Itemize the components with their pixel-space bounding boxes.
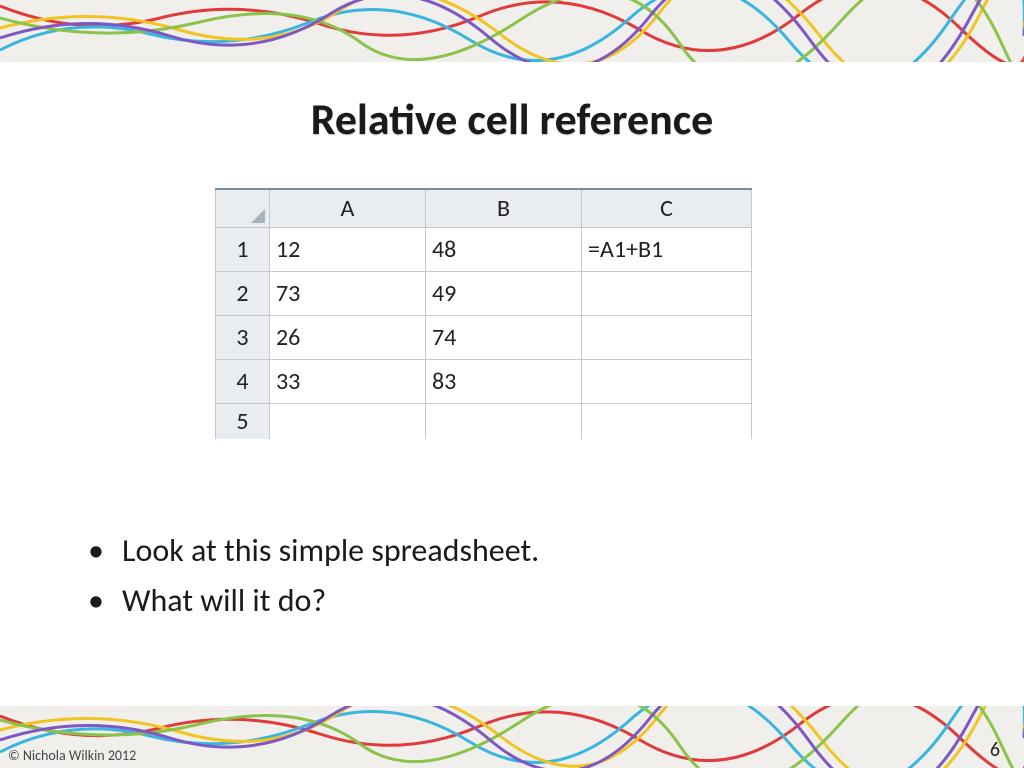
cell-c3 [582,315,752,359]
cell-a5 [270,403,426,439]
cell-c2 [582,271,752,315]
bullet-list: Look at this simple spreadsheet. What wi… [88,526,928,625]
row-header-2: 2 [216,271,270,315]
cell-b5 [426,403,582,439]
cell-a2: 73 [270,271,426,315]
cell-c5 [582,403,752,439]
bullet-item: What will it do? [88,576,928,626]
row-header-5: 5 [216,403,270,439]
column-header-a: A [270,189,426,227]
row-header-1: 1 [216,227,270,271]
decorative-border-bottom [0,706,1024,768]
spreadsheet-table: A B C 1 12 48 =A1+B1 2 73 49 3 26 74 4 3… [215,188,752,439]
cell-b4: 83 [426,359,582,403]
cell-b1: 48 [426,227,582,271]
cell-c4 [582,359,752,403]
cell-c1: =A1+B1 [582,227,752,271]
copyright-text: © Nichola Wilkin 2012 [8,747,136,764]
cell-a4: 33 [270,359,426,403]
slide: Relative cell reference A B C 1 12 48 =A… [0,0,1024,768]
table-row: 4 33 83 [216,359,752,403]
cell-a3: 26 [270,315,426,359]
table-row: 2 73 49 [216,271,752,315]
table-row: 5 [216,403,752,439]
table-row: 3 26 74 [216,315,752,359]
bullet-item: Look at this simple spreadsheet. [88,526,928,576]
cell-b2: 49 [426,271,582,315]
row-header-4: 4 [216,359,270,403]
table-row: 1 12 48 =A1+B1 [216,227,752,271]
cell-b3: 74 [426,315,582,359]
column-header-c: C [582,189,752,227]
page-number: 6 [990,738,1000,762]
cell-a1: 12 [270,227,426,271]
row-header-3: 3 [216,315,270,359]
slide-title: Relative cell reference [0,92,1024,146]
select-all-corner [216,189,270,227]
decorative-border-top [0,0,1024,62]
column-header-b: B [426,189,582,227]
column-header-row: A B C [216,189,752,227]
